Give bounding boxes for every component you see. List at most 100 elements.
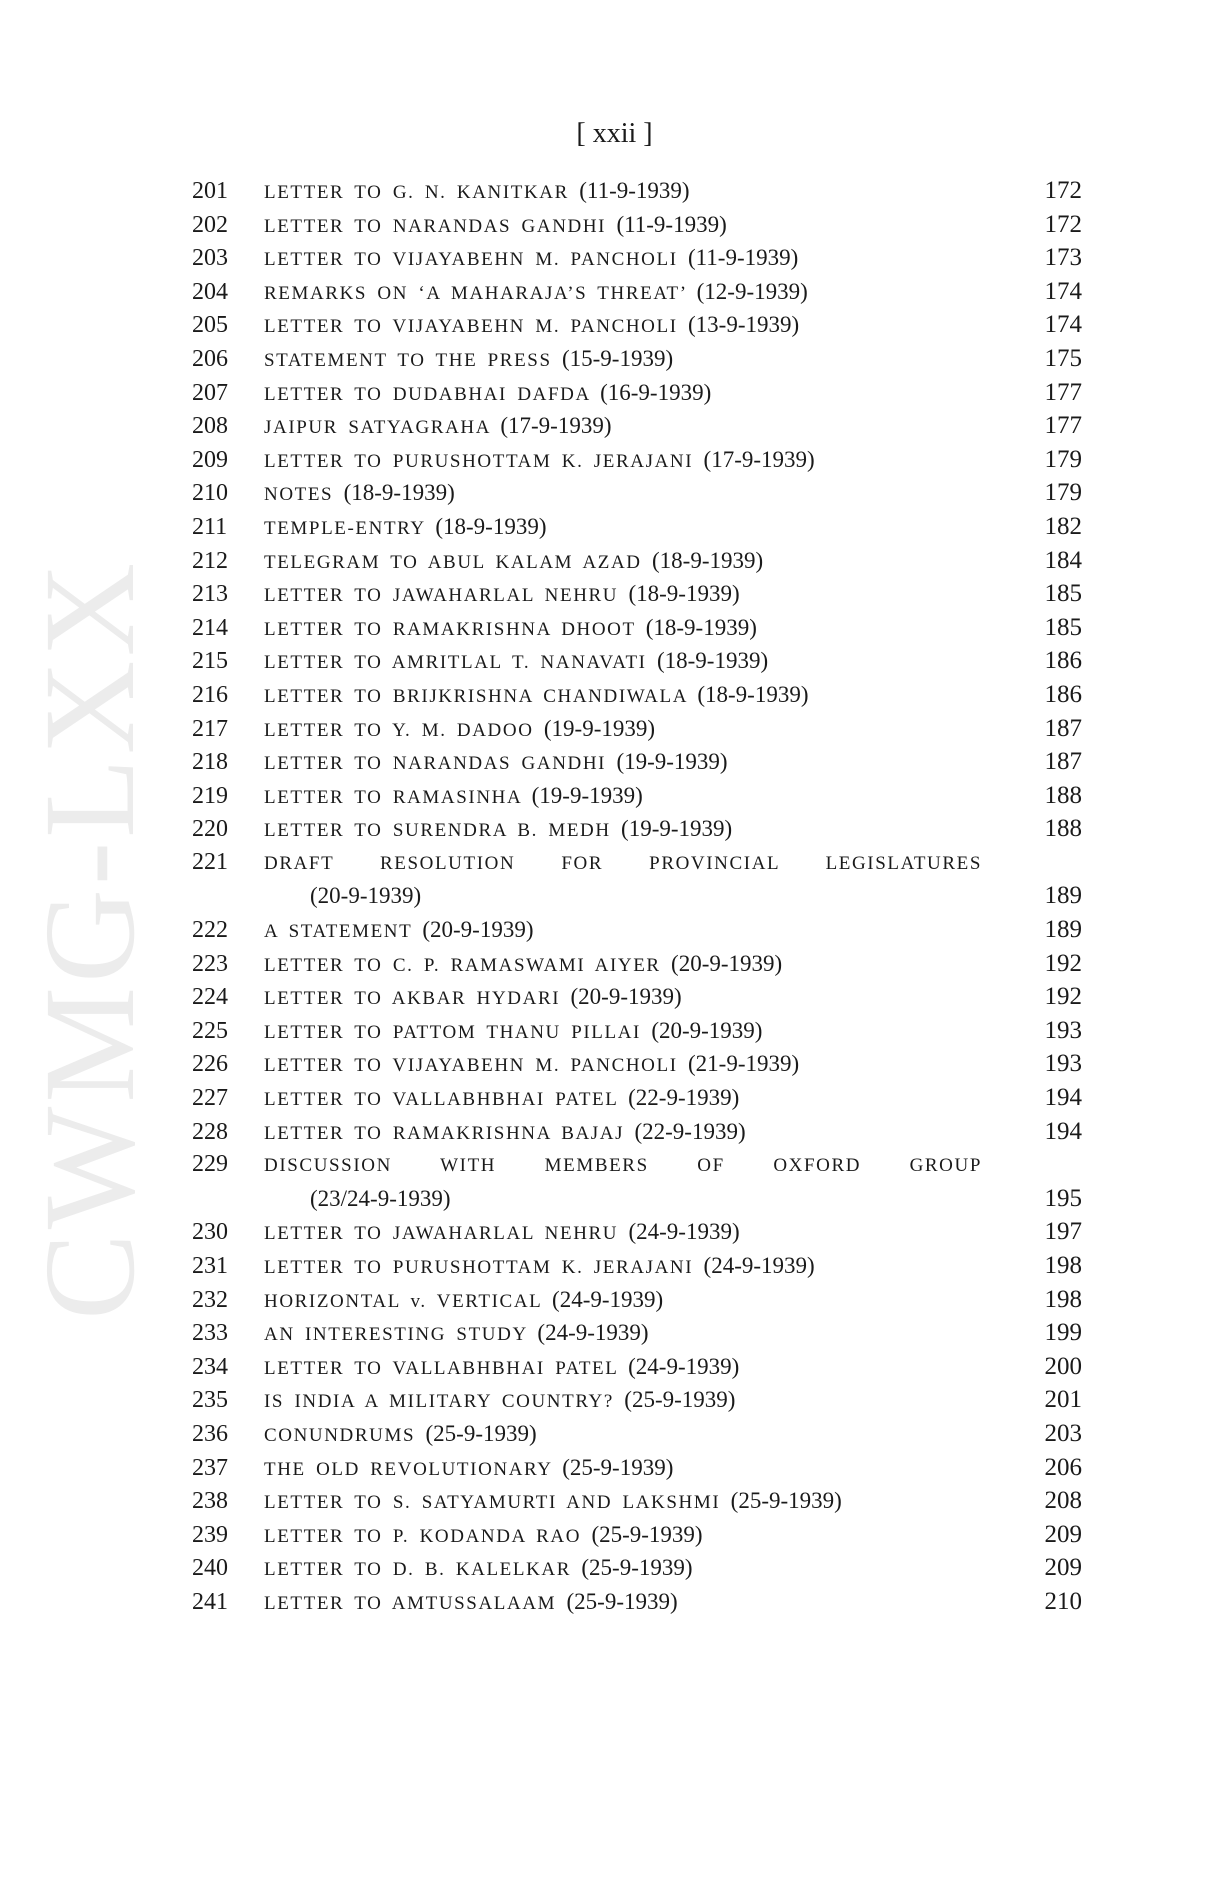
- entry-number: 210: [192, 480, 228, 507]
- entry-page: 198: [1044, 1285, 1083, 1313]
- toc-entry: 227 LETTER TO VALLABHBHAI PATEL (22-9-193…: [192, 1081, 1082, 1115]
- entry-date: (19-9-1939): [531, 782, 643, 808]
- entry-number: 203: [192, 245, 228, 272]
- entry-title-line: LETTER TO G. N. KANITKAR (11-9-1939): [264, 174, 1002, 210]
- entry-number: 240: [192, 1555, 228, 1582]
- entry-page: 174: [1044, 277, 1083, 305]
- toc-entry: 220 LETTER TO SURENDRA B. MEDH (19-9-1939…: [192, 812, 1082, 846]
- entry-date: (25-9-1939): [624, 1387, 736, 1413]
- entry-date: (18-9-1939): [645, 614, 757, 640]
- toc-entry: 229 DISCUSSION WITH MEMBERS OF OXFORD GRO…: [192, 1148, 1082, 1182]
- entry-title: LETTER TO S. SATYAMURTI AND LAKSHMI: [264, 1492, 721, 1514]
- entry-number: 232: [192, 1286, 228, 1313]
- toc-entry: 217 LETTER TO Y. M. DADOO (19-9-1939) 187: [192, 712, 1082, 746]
- entry-title: LETTER TO PURUSHOTTAM K. JERAJANI: [264, 450, 694, 472]
- entry-page: 186: [1044, 680, 1083, 708]
- entry-number: 235: [192, 1387, 228, 1414]
- entry-date: (25-9-1939): [425, 1420, 537, 1446]
- toc-entry: 221 DRAFT RESOLUTION FOR PROVINCIAL LEGIS…: [192, 846, 1082, 880]
- entry-title: LETTER TO RAMASINHA: [264, 786, 522, 808]
- toc-entry: 231 LETTER TO PURUSHOTTAM K. JERAJANI (24…: [192, 1249, 1082, 1283]
- entry-page: 185: [1044, 613, 1083, 641]
- entry-title-line: TELEGRAM TO ABUL KALAM AZAD (18-9-1939): [264, 544, 1002, 580]
- entry-title-line: LETTER TO P. KODANDA RAO (25-9-1939): [264, 1518, 1002, 1554]
- entry-date: (18-9-1939): [628, 581, 740, 607]
- entry-title-line: LETTER TO NARANDAS GANDHI (19-9-1939): [264, 745, 1002, 781]
- toc-entry: 225 LETTER TO PATTOM THANU PILLAI (20-9-1…: [192, 1014, 1082, 1048]
- entry-title-line: LETTER TO DUDABHAI DAFDA (16-9-1939): [264, 376, 1002, 412]
- entry-number: 233: [192, 1320, 228, 1347]
- entry-title: STATEMENT TO THE PRESS: [264, 349, 552, 371]
- toc-entry: 238 LETTER TO S. SATYAMURTI AND LAKSHMI (…: [192, 1484, 1082, 1518]
- entry-title: LETTER TO BRIJKRISHNA CHANDIWALA: [264, 685, 687, 707]
- toc-entry: 215 LETTER TO AMRITLAL T. NANAVATI (18-9-…: [192, 644, 1082, 678]
- entry-number: 226: [192, 1051, 228, 1078]
- entry-date: (19-9-1939): [621, 816, 733, 842]
- entry-title: TELEGRAM TO ABUL KALAM AZAD: [264, 551, 642, 573]
- entry-number: 238: [192, 1488, 228, 1515]
- entry-number: 202: [192, 211, 228, 238]
- entry-title-line: JAIPUR SATYAGRAHA (17-9-1939): [264, 409, 1002, 445]
- entry-title-line: LETTER TO VIJAYABEHN M. PANCHOLI (13-9-1…: [264, 308, 1002, 344]
- toc-entry: 203 LETTER TO VIJAYABEHN M. PANCHOLI (11-…: [192, 241, 1082, 275]
- entry-title: JAIPUR SATYAGRAHA: [264, 417, 490, 439]
- entry-title: LETTER TO NARANDAS GANDHI: [264, 215, 607, 237]
- entry-date: (13-9-1939): [688, 312, 800, 338]
- entry-title: TEMPLE-ENTRY: [264, 517, 425, 539]
- entry-title-line: HORIZONTAL v. VERTICAL (24-9-1939): [264, 1283, 1002, 1319]
- entry-number: 208: [192, 413, 228, 440]
- entry-page: 187: [1044, 714, 1083, 742]
- toc-entry: 237 THE OLD REVOLUTIONARY (25-9-1939) 206: [192, 1451, 1082, 1485]
- entry-number: 223: [192, 950, 228, 977]
- entry-date: (21-9-1939): [688, 1051, 800, 1077]
- entry-page: 186: [1044, 647, 1083, 675]
- toc-entry: 234 LETTER TO VALLABHBHAI PATEL (24-9-193…: [192, 1350, 1082, 1384]
- entry-title-line: LETTER TO AMTUSSALAAM (25-9-1939): [264, 1585, 1002, 1621]
- toc-entry: 224 LETTER TO AKBAR HYDARI (20-9-1939) 192: [192, 980, 1082, 1014]
- entry-title: HORIZONTAL v. VERTICAL: [264, 1290, 542, 1312]
- entry-page: 192: [1044, 983, 1083, 1011]
- entry-page: 177: [1044, 412, 1083, 440]
- entry-number: 206: [192, 345, 228, 372]
- entry-date: (18-9-1939): [697, 681, 809, 707]
- entry-number: 211: [192, 513, 228, 540]
- toc-entry: 214 LETTER TO RAMAKRISHNA DHOOT (18-9-193…: [192, 611, 1082, 645]
- entry-page: 199: [1044, 1319, 1083, 1347]
- toc-entry: 209 LETTER TO PURUSHOTTAM K. JERAJANI (17…: [192, 443, 1082, 477]
- entry-title: CONUNDRUMS: [264, 1424, 416, 1446]
- toc-entry: 222 A STATEMENT (20-9-1939) 189: [192, 913, 1082, 947]
- entry-title-line: LETTER TO SURENDRA B. MEDH (19-9-1939): [264, 812, 1002, 848]
- toc-entry: 219 LETTER TO RAMASINHA (19-9-1939) 188: [192, 779, 1082, 813]
- entry-number: 201: [192, 178, 228, 204]
- entry-number: 212: [192, 547, 228, 574]
- entry-number: 209: [192, 446, 228, 473]
- entry-page: 193: [1044, 1016, 1083, 1044]
- entry-title-line: NOTES (18-9-1939): [264, 476, 1002, 512]
- toc-entry: 211 TEMPLE-ENTRY (18-9-1939) 182: [192, 510, 1082, 544]
- entry-title-line: LETTER TO RAMAKRISHNA BAJAJ (22-9-1939): [264, 1115, 1002, 1151]
- entry-title-line: LETTER TO RAMAKRISHNA DHOOT (18-9-1939): [264, 611, 1002, 647]
- entry-date: (23/24-9-1939): [310, 1185, 451, 1211]
- page-number: [ xxii ]: [576, 118, 653, 149]
- toc-entry: 212 TELEGRAM TO ABUL KALAM AZAD (18-9-193…: [192, 544, 1082, 578]
- entry-title: LETTER TO SURENDRA B. MEDH: [264, 820, 611, 842]
- entry-title-line: LETTER TO NARANDAS GANDHI (11-9-1939): [264, 208, 1002, 244]
- entry-page: 187: [1044, 748, 1083, 776]
- entry-title-line: STATEMENT TO THE PRESS (15-9-1939): [264, 342, 1002, 378]
- toc-entry-continuation: (20-9-1939) 189: [192, 879, 1082, 913]
- entry-date: (18-9-1939): [652, 547, 764, 573]
- toc-entry-continuation: (23/24-9-1939) 195: [192, 1182, 1082, 1216]
- entry-page: 193: [1044, 1050, 1083, 1078]
- entry-page: 209: [1044, 1554, 1083, 1582]
- entry-date: (11-9-1939): [579, 178, 690, 203]
- entry-title-line: LETTER TO VIJAYABEHN M. PANCHOLI (11-9-1…: [264, 241, 1002, 277]
- entry-date: (17-9-1939): [703, 446, 815, 472]
- entry-number: 216: [192, 681, 228, 708]
- entry-title: LETTER TO VIJAYABEHN M. PANCHOLI: [264, 1055, 678, 1077]
- entry-title: LETTER TO AMRITLAL T. NANAVATI: [264, 652, 647, 674]
- entry-number: 241: [192, 1588, 228, 1615]
- entry-title-line: LETTER TO VIJAYABEHN M. PANCHOLI (21-9-1…: [264, 1047, 1002, 1083]
- entry-title: LETTER TO VALLABHBHAI PATEL: [264, 1357, 618, 1379]
- entry-page: 177: [1044, 378, 1083, 406]
- entry-date: (20-9-1939): [570, 984, 682, 1010]
